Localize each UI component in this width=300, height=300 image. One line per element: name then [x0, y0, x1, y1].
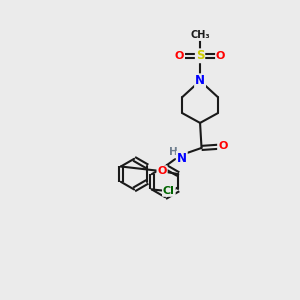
Text: H: H	[169, 147, 178, 158]
Text: O: O	[218, 142, 227, 152]
Text: O: O	[216, 51, 225, 61]
Text: O: O	[175, 51, 184, 61]
Text: N: N	[195, 74, 205, 87]
Text: Cl: Cl	[163, 186, 175, 196]
Text: S: S	[196, 49, 204, 62]
Text: N: N	[177, 152, 187, 165]
Text: CH₃: CH₃	[190, 30, 210, 40]
Text: O: O	[158, 166, 167, 176]
